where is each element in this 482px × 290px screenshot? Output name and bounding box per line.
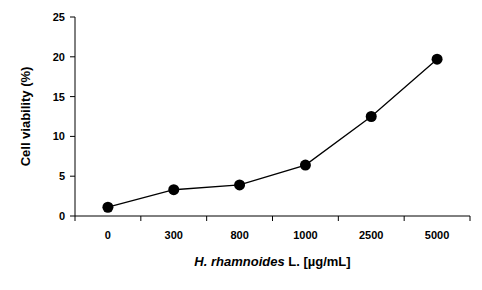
marker <box>168 184 179 195</box>
x-tick <box>404 216 405 221</box>
x-tick <box>75 216 76 221</box>
line <box>108 59 437 207</box>
y-tick-label: 20 <box>53 51 65 63</box>
y-tick-label: 25 <box>53 11 65 23</box>
y-tick-label: 0 <box>59 210 65 222</box>
chart: 0 5 10 15 20 25 0 300 800 1000 2500 5000 H. rhamnoid… <box>0 0 482 290</box>
marker <box>432 54 443 65</box>
x-tick <box>338 216 339 221</box>
x-axis-label: H. rhamnoides L. [µg/mL] <box>194 254 350 269</box>
x-axis-label-rest: L. [µg/mL] <box>285 254 351 269</box>
y-axis <box>75 17 76 216</box>
y-tick <box>70 176 75 177</box>
y-axis-label: Cell viability (%) <box>18 67 33 167</box>
y-tick <box>70 136 75 137</box>
x-tick-label: 1000 <box>293 229 317 241</box>
x-tick <box>206 216 207 221</box>
y-tick-label: 15 <box>53 91 65 103</box>
marker <box>366 111 377 122</box>
x-tick-label: 300 <box>165 229 183 241</box>
y-tick <box>70 96 75 97</box>
x-tick-label: 800 <box>230 229 248 241</box>
x-tick-label: 5000 <box>425 229 449 241</box>
x-tick <box>140 216 141 221</box>
marker <box>234 179 245 190</box>
y-tick-label: 5 <box>59 170 65 182</box>
marker <box>300 160 311 171</box>
y-tick-label: 10 <box>53 130 65 142</box>
x-tick <box>272 216 273 221</box>
x-axis-label-italic: H. rhamnoides <box>194 254 284 269</box>
x-tick <box>470 216 471 221</box>
plot-area <box>102 54 442 213</box>
marker <box>102 202 113 213</box>
chart-container: 0 5 10 15 20 25 0 300 800 1000 2500 5000 H. rhamnoid… <box>0 0 482 290</box>
x-tick-label: 2500 <box>359 229 383 241</box>
y-tick <box>70 216 75 217</box>
x-tick-label: 0 <box>105 229 111 241</box>
y-tick <box>70 17 75 18</box>
y-tick <box>70 56 75 57</box>
